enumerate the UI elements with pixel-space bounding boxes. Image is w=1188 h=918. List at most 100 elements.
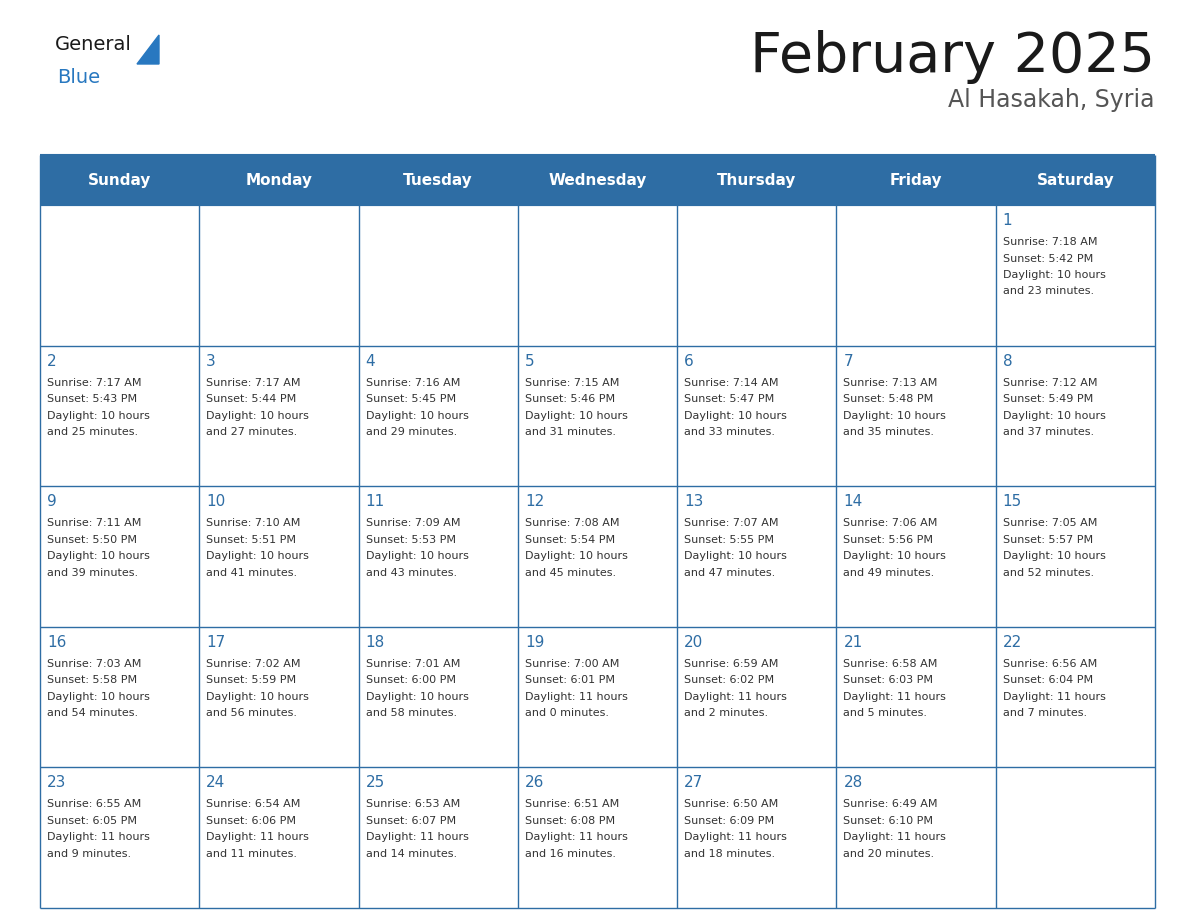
Text: Sunrise: 6:49 AM: Sunrise: 6:49 AM bbox=[843, 800, 939, 810]
Text: Sunrise: 7:00 AM: Sunrise: 7:00 AM bbox=[525, 659, 619, 669]
Text: Sunset: 5:58 PM: Sunset: 5:58 PM bbox=[48, 676, 137, 686]
Text: Sunrise: 7:11 AM: Sunrise: 7:11 AM bbox=[48, 518, 141, 528]
Text: Sunrise: 7:17 AM: Sunrise: 7:17 AM bbox=[48, 377, 141, 387]
Text: Sunset: 6:02 PM: Sunset: 6:02 PM bbox=[684, 676, 775, 686]
Text: and 0 minutes.: and 0 minutes. bbox=[525, 709, 609, 718]
Text: 5: 5 bbox=[525, 353, 535, 369]
Text: and 23 minutes.: and 23 minutes. bbox=[1003, 286, 1094, 297]
Text: Sunset: 5:55 PM: Sunset: 5:55 PM bbox=[684, 534, 775, 544]
Text: Daylight: 10 hours: Daylight: 10 hours bbox=[684, 410, 786, 420]
Text: Sunrise: 7:09 AM: Sunrise: 7:09 AM bbox=[366, 518, 460, 528]
Text: Friday: Friday bbox=[890, 173, 942, 187]
Text: Daylight: 11 hours: Daylight: 11 hours bbox=[1003, 692, 1106, 701]
Text: Sunrise: 7:16 AM: Sunrise: 7:16 AM bbox=[366, 377, 460, 387]
Text: Sunset: 5:43 PM: Sunset: 5:43 PM bbox=[48, 394, 137, 404]
Text: and 56 minutes.: and 56 minutes. bbox=[207, 709, 297, 718]
Text: 2: 2 bbox=[48, 353, 57, 369]
Text: Sunrise: 7:06 AM: Sunrise: 7:06 AM bbox=[843, 518, 937, 528]
Text: and 29 minutes.: and 29 minutes. bbox=[366, 427, 457, 437]
Text: Sunset: 5:45 PM: Sunset: 5:45 PM bbox=[366, 394, 456, 404]
Text: Sunset: 5:44 PM: Sunset: 5:44 PM bbox=[207, 394, 297, 404]
Text: Sunset: 6:03 PM: Sunset: 6:03 PM bbox=[843, 676, 934, 686]
Text: and 14 minutes.: and 14 minutes. bbox=[366, 849, 456, 859]
Text: and 58 minutes.: and 58 minutes. bbox=[366, 709, 456, 718]
Text: 8: 8 bbox=[1003, 353, 1012, 369]
Text: Sunrise: 6:51 AM: Sunrise: 6:51 AM bbox=[525, 800, 619, 810]
Text: Daylight: 10 hours: Daylight: 10 hours bbox=[48, 410, 150, 420]
Text: Daylight: 11 hours: Daylight: 11 hours bbox=[525, 692, 627, 701]
Text: 21: 21 bbox=[843, 635, 862, 650]
Text: and 11 minutes.: and 11 minutes. bbox=[207, 849, 297, 859]
Text: Sunset: 5:56 PM: Sunset: 5:56 PM bbox=[843, 534, 934, 544]
Text: and 31 minutes.: and 31 minutes. bbox=[525, 427, 615, 437]
Text: 22: 22 bbox=[1003, 635, 1022, 650]
Text: Sunrise: 7:03 AM: Sunrise: 7:03 AM bbox=[48, 659, 141, 669]
Text: Daylight: 11 hours: Daylight: 11 hours bbox=[48, 833, 150, 843]
Text: 24: 24 bbox=[207, 776, 226, 790]
Text: Sunrise: 7:14 AM: Sunrise: 7:14 AM bbox=[684, 377, 778, 387]
Text: Sunset: 5:50 PM: Sunset: 5:50 PM bbox=[48, 534, 137, 544]
Text: Daylight: 10 hours: Daylight: 10 hours bbox=[207, 410, 309, 420]
Text: Monday: Monday bbox=[246, 173, 312, 187]
Text: Sunrise: 7:08 AM: Sunrise: 7:08 AM bbox=[525, 518, 619, 528]
Text: Sunset: 5:51 PM: Sunset: 5:51 PM bbox=[207, 534, 296, 544]
Text: Sunday: Sunday bbox=[88, 173, 151, 187]
Text: Daylight: 10 hours: Daylight: 10 hours bbox=[843, 410, 947, 420]
Text: 16: 16 bbox=[48, 635, 67, 650]
Text: Sunrise: 7:15 AM: Sunrise: 7:15 AM bbox=[525, 377, 619, 387]
Text: and 18 minutes.: and 18 minutes. bbox=[684, 849, 776, 859]
Text: 12: 12 bbox=[525, 494, 544, 509]
Text: and 41 minutes.: and 41 minutes. bbox=[207, 567, 297, 577]
Text: Sunset: 5:57 PM: Sunset: 5:57 PM bbox=[1003, 534, 1093, 544]
Text: February 2025: February 2025 bbox=[750, 30, 1155, 84]
Text: and 54 minutes.: and 54 minutes. bbox=[48, 709, 138, 718]
Text: and 20 minutes.: and 20 minutes. bbox=[843, 849, 935, 859]
Text: and 45 minutes.: and 45 minutes. bbox=[525, 567, 617, 577]
Text: and 27 minutes.: and 27 minutes. bbox=[207, 427, 297, 437]
Text: Daylight: 11 hours: Daylight: 11 hours bbox=[684, 833, 786, 843]
Text: Sunrise: 7:18 AM: Sunrise: 7:18 AM bbox=[1003, 237, 1098, 247]
Text: Sunset: 5:54 PM: Sunset: 5:54 PM bbox=[525, 534, 615, 544]
Text: 9: 9 bbox=[48, 494, 57, 509]
Text: Sunrise: 6:53 AM: Sunrise: 6:53 AM bbox=[366, 800, 460, 810]
Text: Sunrise: 6:58 AM: Sunrise: 6:58 AM bbox=[843, 659, 937, 669]
Text: Saturday: Saturday bbox=[1036, 173, 1114, 187]
Text: Sunset: 6:01 PM: Sunset: 6:01 PM bbox=[525, 676, 615, 686]
Text: Sunset: 6:00 PM: Sunset: 6:00 PM bbox=[366, 676, 455, 686]
Text: Sunrise: 6:55 AM: Sunrise: 6:55 AM bbox=[48, 800, 141, 810]
Text: Daylight: 10 hours: Daylight: 10 hours bbox=[366, 551, 468, 561]
Text: Daylight: 11 hours: Daylight: 11 hours bbox=[366, 833, 468, 843]
Text: Sunrise: 7:01 AM: Sunrise: 7:01 AM bbox=[366, 659, 460, 669]
Text: Daylight: 10 hours: Daylight: 10 hours bbox=[843, 551, 947, 561]
Polygon shape bbox=[137, 35, 159, 64]
Text: Sunrise: 7:12 AM: Sunrise: 7:12 AM bbox=[1003, 377, 1098, 387]
Text: Daylight: 10 hours: Daylight: 10 hours bbox=[366, 410, 468, 420]
Text: 15: 15 bbox=[1003, 494, 1022, 509]
Text: and 35 minutes.: and 35 minutes. bbox=[843, 427, 935, 437]
Text: Sunset: 6:10 PM: Sunset: 6:10 PM bbox=[843, 816, 934, 826]
Text: Daylight: 10 hours: Daylight: 10 hours bbox=[207, 692, 309, 701]
Text: and 52 minutes.: and 52 minutes. bbox=[1003, 567, 1094, 577]
Text: Daylight: 11 hours: Daylight: 11 hours bbox=[843, 692, 947, 701]
Text: Sunrise: 6:59 AM: Sunrise: 6:59 AM bbox=[684, 659, 778, 669]
Text: Sunrise: 7:17 AM: Sunrise: 7:17 AM bbox=[207, 377, 301, 387]
Text: Sunset: 6:06 PM: Sunset: 6:06 PM bbox=[207, 816, 296, 826]
Text: 20: 20 bbox=[684, 635, 703, 650]
Text: Thursday: Thursday bbox=[718, 173, 796, 187]
Text: Sunset: 6:05 PM: Sunset: 6:05 PM bbox=[48, 816, 137, 826]
Text: Al Hasakah, Syria: Al Hasakah, Syria bbox=[948, 88, 1155, 112]
Text: 1: 1 bbox=[1003, 213, 1012, 228]
Text: Daylight: 10 hours: Daylight: 10 hours bbox=[207, 551, 309, 561]
Text: Sunset: 6:09 PM: Sunset: 6:09 PM bbox=[684, 816, 775, 826]
Text: Daylight: 11 hours: Daylight: 11 hours bbox=[207, 833, 309, 843]
Text: Daylight: 10 hours: Daylight: 10 hours bbox=[1003, 270, 1106, 280]
Text: Sunset: 6:04 PM: Sunset: 6:04 PM bbox=[1003, 676, 1093, 686]
Text: Wednesday: Wednesday bbox=[549, 173, 646, 187]
Text: and 7 minutes.: and 7 minutes. bbox=[1003, 709, 1087, 718]
Text: Daylight: 10 hours: Daylight: 10 hours bbox=[48, 692, 150, 701]
Text: 4: 4 bbox=[366, 353, 375, 369]
Text: and 2 minutes.: and 2 minutes. bbox=[684, 709, 769, 718]
Text: Daylight: 10 hours: Daylight: 10 hours bbox=[366, 692, 468, 701]
Text: Sunrise: 6:50 AM: Sunrise: 6:50 AM bbox=[684, 800, 778, 810]
Text: Sunset: 5:53 PM: Sunset: 5:53 PM bbox=[366, 534, 455, 544]
